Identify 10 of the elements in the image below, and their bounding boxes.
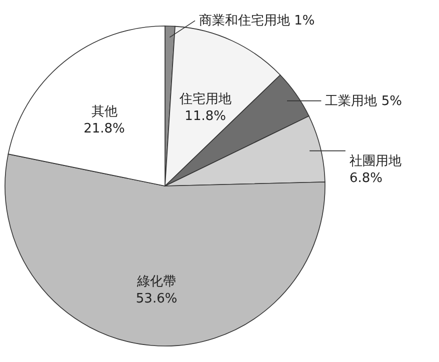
slice-label: 商業和住宅用地 1% — [199, 12, 315, 29]
slice-label: 住宅用地 — [178, 90, 232, 107]
slice-label: 工業用地 5% — [325, 94, 402, 109]
data-label: 53.6% — [136, 292, 178, 307]
slice-label: 其他 — [91, 104, 118, 120]
data-label: 21.8% — [84, 122, 125, 137]
slice-label: 社團用地 — [349, 154, 402, 169]
slice-label: 綠化帶 — [136, 274, 176, 290]
data-label: 11.8% — [184, 108, 226, 124]
data-label: 6.8% — [349, 170, 382, 186]
